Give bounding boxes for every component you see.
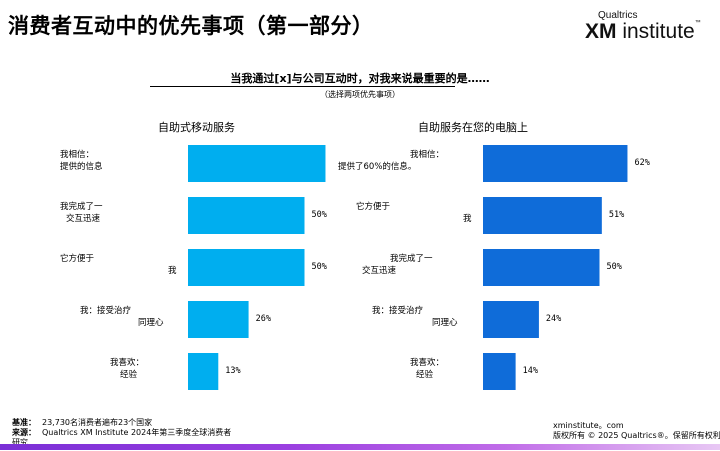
bar-0-0	[188, 145, 326, 182]
category-label-0-2-a: 它方便于	[60, 254, 95, 264]
bar-1-4	[483, 353, 516, 390]
category-label-1-4-b: 经验	[416, 370, 434, 380]
base-text: 23,730名消费者遍布23个国家	[42, 418, 153, 427]
logo-tm: ™	[694, 20, 701, 26]
bar-1-2	[483, 249, 600, 286]
value-label-1-3: 24%	[545, 313, 562, 324]
category-label-0-0-b: 提供的信息	[60, 162, 103, 172]
survey-subquestion: （选择两项优先事项）	[320, 90, 400, 99]
footer-copyright: 版权所有 © 2025 Qualtrics®。保留所有权利	[553, 431, 720, 440]
value-label-1-1: 51%	[608, 209, 625, 220]
bar-1-3	[483, 301, 539, 338]
footer-site: xminstitute。com	[553, 421, 624, 430]
category-label-1-4-a: 我喜欢：	[410, 358, 445, 368]
value-label-0-1: 50%	[311, 209, 327, 220]
value-label-1-4: 14%	[522, 365, 538, 376]
value-label-0-3: 26%	[255, 313, 271, 324]
xm-institute-logo: XM institute™	[585, 20, 701, 44]
footer-notes: 基准： 23,730名消费者遍布23个国家 来源： Qualtrics XM Ins…	[12, 418, 231, 448]
source-text-2: 研究	[12, 438, 28, 447]
logo-qualtrics-text: Qualtrics	[598, 10, 638, 21]
base-label: 基准：	[12, 418, 36, 427]
value-label-1-2: 50%	[606, 261, 622, 272]
bar-1-1	[483, 197, 602, 234]
category-label-1-3-b: 同理心	[432, 318, 458, 328]
category-label-0-2-b: 我	[168, 266, 177, 276]
category-label-1-1-a: 它方便于	[356, 202, 391, 212]
bar-0-3	[188, 301, 249, 338]
question-underline	[150, 86, 455, 87]
category-label-1-3-a: 我：接受治疗	[372, 306, 424, 316]
value-label-1-0: 62%	[634, 157, 650, 168]
category-label-0-0-a: 我相信：	[60, 150, 95, 160]
logo-xm: XM	[585, 20, 617, 43]
bar-0-4	[188, 353, 219, 390]
logo-institute: institute	[616, 20, 695, 43]
bar-1-0	[483, 145, 628, 182]
survey-question: 当我通过[x]与公司互动时，对我来说最重要的是……	[230, 72, 490, 85]
category-label-0-1-b: 交互迅速	[66, 214, 101, 224]
source-text: Qualtrics XM Institute 2024年第三季度全球消费者	[42, 428, 232, 437]
category-label-0-3-a: 我：接受治疗	[80, 306, 132, 316]
bar-0-2	[188, 249, 305, 286]
category-label-1-0-a: 我相信：	[410, 150, 445, 160]
chart-title-mobile: 自助式移动服务	[158, 121, 235, 134]
category-label-0-4-a: 我喜欢：	[110, 358, 145, 368]
bar-0-1	[188, 197, 305, 234]
category-label-1-2-b: 交互迅速	[362, 266, 397, 276]
category-label-0-1-a: 我完成了一	[60, 202, 103, 212]
chart-title-computer: 自助服务在您的电脑上	[418, 121, 528, 134]
value-label-0-2: 50%	[311, 261, 327, 272]
category-label-0-4-b: 经验	[120, 370, 138, 380]
source-label: 来源：	[12, 428, 36, 437]
category-label-1-0-b: 提供了60%的信息。	[338, 162, 417, 172]
category-label-1-2-a: 我完成了一	[390, 254, 433, 264]
category-label-0-3-b: 同理心	[138, 318, 164, 328]
category-label-1-1-b: 我	[463, 214, 472, 224]
page-title: 消费者互动中的优先事项（第一部分）	[8, 14, 374, 38]
value-label-0-4: 13%	[225, 365, 241, 376]
bottom-gradient-bar	[0, 444, 720, 450]
